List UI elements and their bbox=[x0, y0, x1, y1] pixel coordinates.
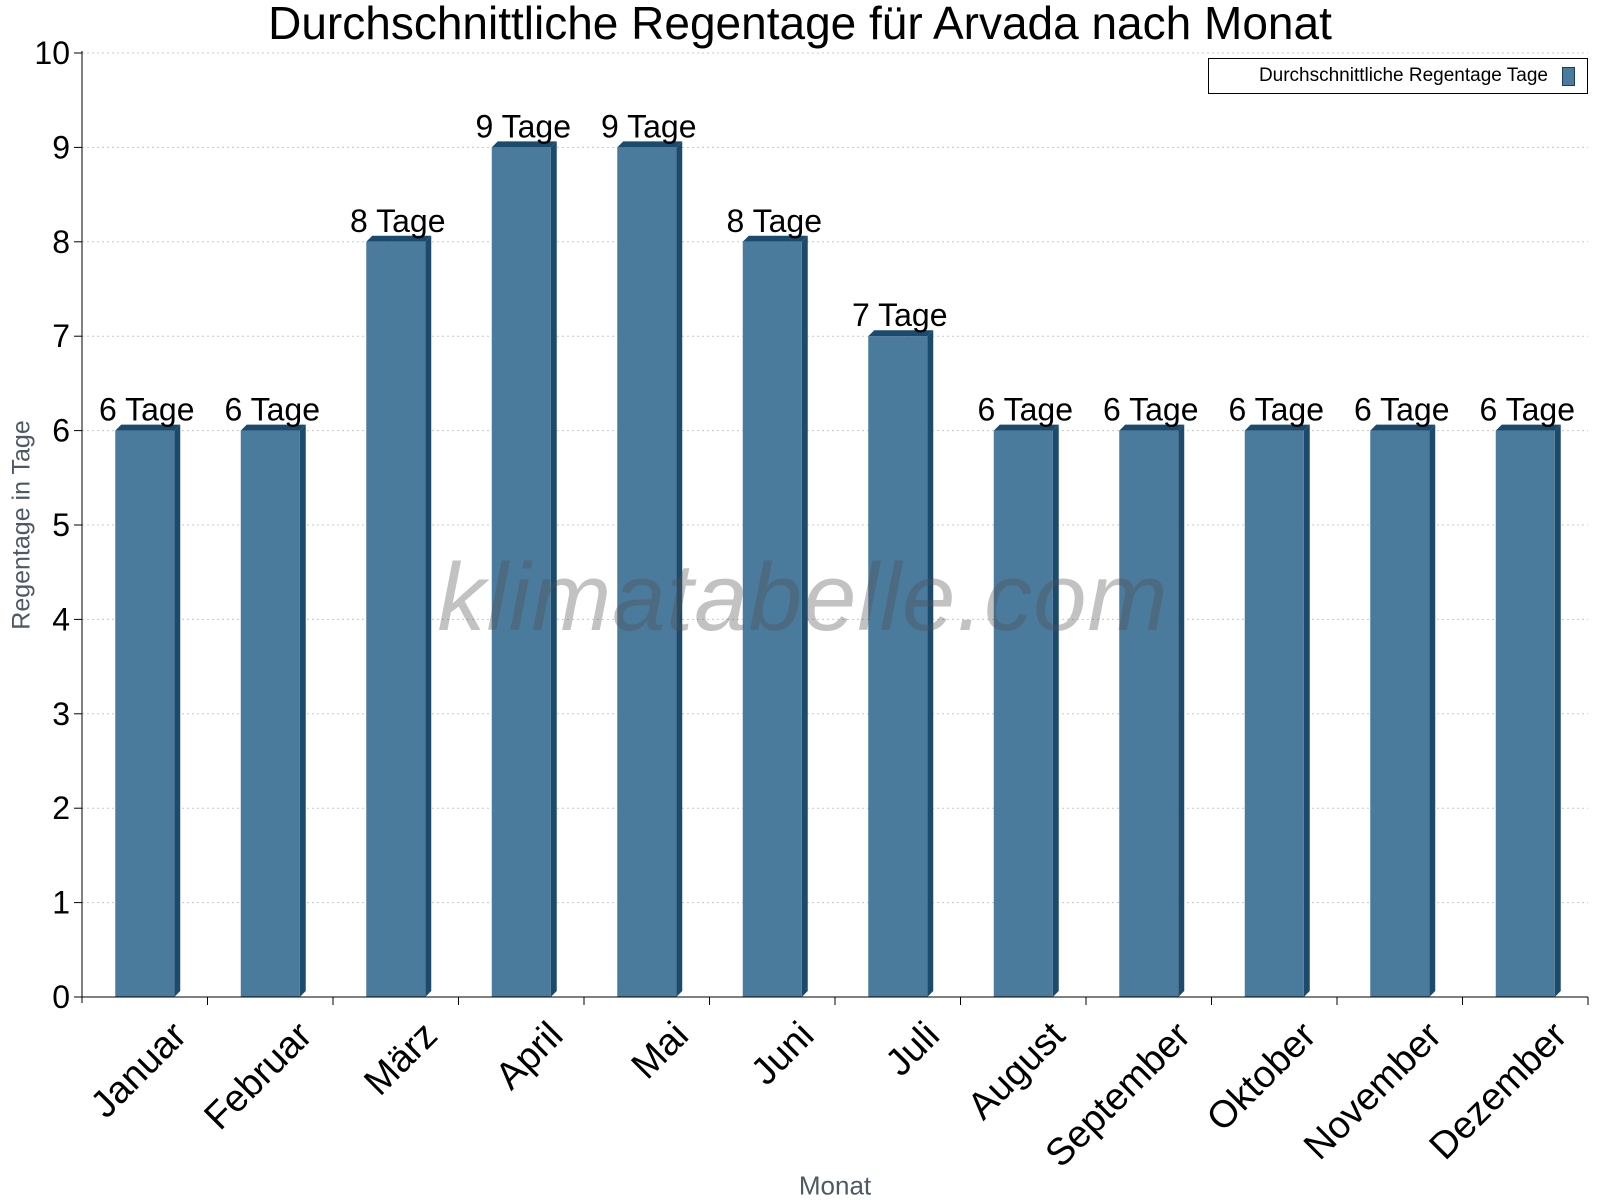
x-tick-label: Oktober bbox=[1199, 1014, 1325, 1140]
bar-side bbox=[1303, 424, 1310, 998]
data-label: 6 Tage bbox=[99, 392, 195, 428]
bar-side bbox=[927, 330, 934, 997]
bar-top bbox=[617, 141, 683, 148]
bar-side bbox=[1554, 424, 1561, 998]
y-tick-label: 0 bbox=[52, 979, 70, 1015]
y-tick-label: 9 bbox=[52, 129, 70, 165]
legend-swatch bbox=[1562, 66, 1575, 86]
y-tick-label: 8 bbox=[52, 224, 70, 260]
bar-side bbox=[174, 424, 181, 998]
x-tick-label: Juni bbox=[743, 1014, 822, 1093]
bar-top bbox=[366, 235, 432, 242]
bar-top bbox=[115, 424, 181, 431]
y-tick-label: 6 bbox=[52, 413, 70, 449]
y-tick-label: 3 bbox=[52, 696, 70, 732]
bar bbox=[1495, 430, 1555, 998]
bar-side bbox=[676, 141, 683, 997]
bar-side bbox=[1178, 424, 1185, 998]
y-tick-label: 1 bbox=[52, 885, 70, 921]
data-label: 8 Tage bbox=[350, 203, 446, 239]
x-tick-label: März bbox=[356, 1014, 445, 1103]
data-label: 6 Tage bbox=[1480, 392, 1576, 428]
bar-side bbox=[801, 235, 808, 998]
bar bbox=[993, 430, 1053, 998]
data-label: 6 Tage bbox=[978, 392, 1074, 428]
data-labels: 6 Tage 6 Tage 8 Tage 9 Tage 9 Tage 8 Tage 7 Ta… bbox=[99, 108, 1575, 427]
bars bbox=[115, 141, 1561, 998]
grid-lines bbox=[82, 52, 1588, 904]
x-axis-title: Monat bbox=[798, 1170, 872, 1201]
x-tick-label: August bbox=[960, 1014, 1074, 1128]
chart-title: Durchschnittliche Regentage für Arvada n… bbox=[268, 0, 1332, 49]
bar bbox=[617, 147, 677, 997]
bar-side bbox=[425, 235, 432, 998]
y-tick-label: 5 bbox=[52, 507, 70, 543]
x-tick-label: Februar bbox=[196, 1014, 320, 1138]
bar-top bbox=[868, 330, 934, 337]
bar-top bbox=[491, 141, 557, 148]
x-tick-label: April bbox=[488, 1014, 571, 1097]
bar bbox=[366, 241, 426, 998]
data-label: 9 Tage bbox=[476, 108, 572, 144]
data-label: 6 Tage bbox=[225, 392, 321, 428]
bar bbox=[1244, 430, 1304, 998]
data-label: 8 Tage bbox=[727, 203, 823, 239]
data-label: 6 Tage bbox=[1103, 392, 1199, 428]
x-tick-label: Januar bbox=[83, 1014, 195, 1126]
x-tick-label: Juli bbox=[878, 1014, 948, 1084]
x-tick-label: Mai bbox=[624, 1014, 697, 1087]
data-label: 6 Tage bbox=[1229, 392, 1325, 428]
bar-top bbox=[1370, 424, 1436, 431]
bar-side bbox=[1052, 424, 1059, 998]
bar-top bbox=[1495, 424, 1561, 431]
y-tick-label: 4 bbox=[52, 601, 70, 637]
bar-top bbox=[1244, 424, 1310, 431]
y-axis-title: Regentage in Tage bbox=[7, 420, 36, 630]
y-tick-label: 2 bbox=[52, 790, 70, 826]
x-tick-label: Dezember bbox=[1422, 1014, 1576, 1168]
data-label: 7 Tage bbox=[852, 297, 948, 333]
bar bbox=[240, 430, 300, 998]
bar-top bbox=[240, 424, 306, 431]
bar-side bbox=[1429, 424, 1436, 998]
bar bbox=[1119, 430, 1179, 998]
bar-side bbox=[299, 424, 306, 998]
bar bbox=[1370, 430, 1430, 998]
legend-label: Durchschnittliche Regentage Tage bbox=[1258, 65, 1548, 86]
bar bbox=[868, 336, 928, 997]
bar-side bbox=[550, 141, 557, 997]
bar-top bbox=[993, 424, 1059, 431]
data-label: 6 Tage bbox=[1354, 392, 1450, 428]
data-label: 9 Tage bbox=[601, 108, 697, 144]
bar bbox=[115, 430, 175, 998]
bar bbox=[742, 241, 802, 998]
bar-top bbox=[742, 235, 808, 242]
y-tick-label: 7 bbox=[52, 318, 70, 354]
bar bbox=[491, 147, 551, 997]
bar-top bbox=[1119, 424, 1185, 431]
watermark: klimatabelle.com bbox=[437, 544, 1169, 651]
legend: Durchschnittliche Regentage Tage bbox=[1208, 58, 1588, 94]
y-tick-label: 10 bbox=[34, 35, 70, 71]
